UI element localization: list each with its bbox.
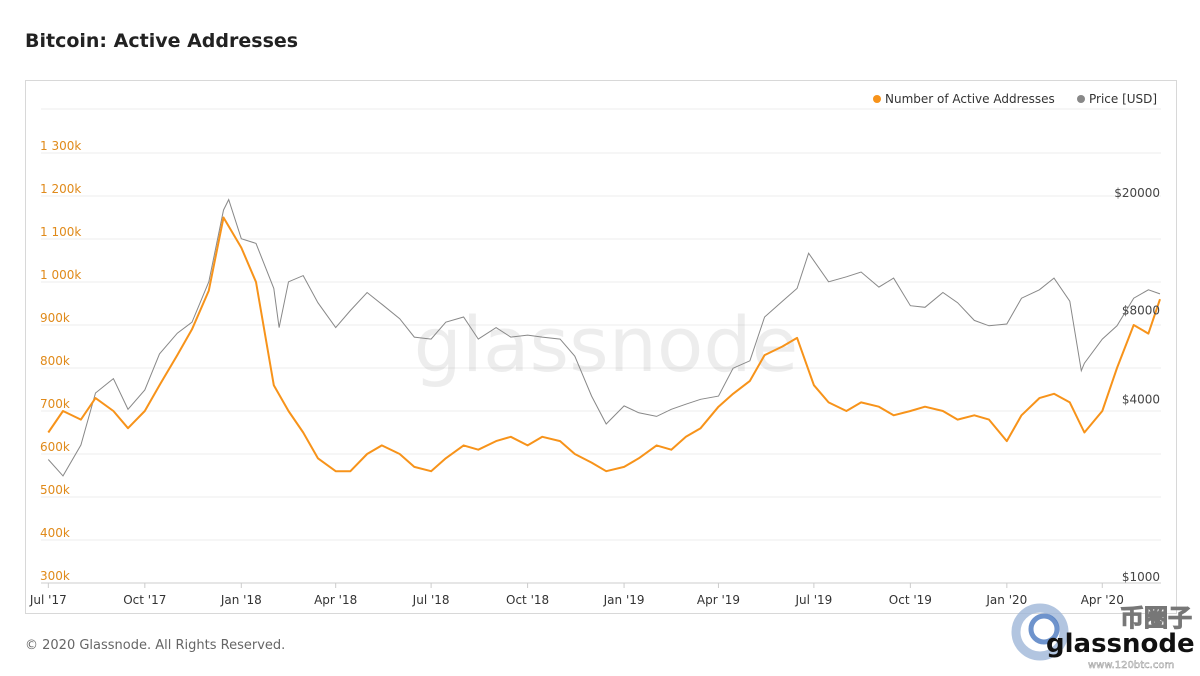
left-tick-label: 300k (40, 569, 70, 583)
left-tick-label: 900k (40, 311, 70, 325)
legend-label-price: Price [USD] (1089, 92, 1157, 106)
active-addresses-line (47, 216, 1161, 473)
left-tick-label: 600k (40, 440, 70, 454)
x-tick-label: Jan '19 (603, 593, 645, 607)
x-tick-label: Apr '19 (697, 593, 740, 607)
active-addresses-series (47, 216, 1161, 473)
active-addresses-chart: glassnode 300k 400k 500k 600k 700k 800k 900k 1 … (29, 92, 1161, 607)
price-line (47, 198, 1161, 477)
page-title: Bitcoin: Active Addresses (25, 30, 299, 52)
left-axis-ticks: 300k 400k 500k 600k 700k 800k 900k 1 000k 1 100k… (40, 139, 81, 583)
left-tick-label: 500k (40, 483, 70, 497)
legend-item-active-addresses[interactable]: Number of Active Addresses (873, 92, 1055, 106)
x-tick-label: Oct '19 (889, 593, 932, 607)
copyright-footer: © 2020 Glassnode. All Rights Reserved. (25, 638, 286, 653)
chart-container: glassnode 300k 400k 500k 600k 700k 800k 900k 1 … (25, 80, 1177, 614)
right-tick-label: $4000 (1122, 392, 1160, 406)
x-tick-label: Apr '18 (314, 593, 357, 607)
left-tick-label: 800k (40, 354, 70, 368)
x-tick-label: Oct '17 (123, 593, 166, 607)
x-tick-label: Jul '17 (29, 593, 67, 607)
legend-marker-price (1077, 95, 1085, 103)
x-tick-label: Jul '18 (412, 593, 450, 607)
corner-brand-text: glassnode (1046, 629, 1195, 659)
right-axis-ticks: $1000 $4000 $8000 $20000 (1114, 186, 1160, 584)
right-tick-label: $8000 (1122, 303, 1160, 317)
x-tick-label: Jan '18 (220, 593, 262, 607)
left-tick-label: 1 100k (40, 225, 81, 239)
left-tick-label: 1 000k (40, 268, 81, 282)
left-tick-label: 1 300k (40, 139, 81, 153)
x-tick-label: Apr '20 (1081, 593, 1124, 607)
price-series (47, 198, 1161, 477)
legend-label-active-addresses: Number of Active Addresses (885, 92, 1055, 106)
legend[interactable]: Number of Active Addresses Price [USD] (873, 92, 1157, 106)
swirl-logo-icon (1011, 603, 1069, 661)
corner-url-text: www.120btc.com (1088, 660, 1174, 671)
corner-cn-text: 币圈子 (1120, 604, 1192, 632)
x-tick-label: Jul '19 (794, 593, 832, 607)
right-tick-label: $20000 (1114, 186, 1160, 200)
watermark-text: glassnode (414, 300, 799, 389)
x-tick-label: Jan '20 (985, 593, 1027, 607)
right-tick-label: $1000 (1122, 570, 1160, 584)
legend-item-price[interactable]: Price [USD] (1077, 92, 1157, 106)
corner-watermark: glassnode 币圈子 www.120btc.com (1000, 596, 1196, 672)
left-tick-label: 1 200k (40, 182, 81, 196)
legend-marker-active-addresses (873, 95, 881, 103)
left-tick-label: 400k (40, 526, 70, 540)
left-tick-label: 700k (40, 397, 70, 411)
x-tick-label: Oct '18 (506, 593, 549, 607)
x-axis: Jul '17 Oct '17 Jan '18 Apr '18 Jul '18 Oct '… (29, 582, 1161, 607)
